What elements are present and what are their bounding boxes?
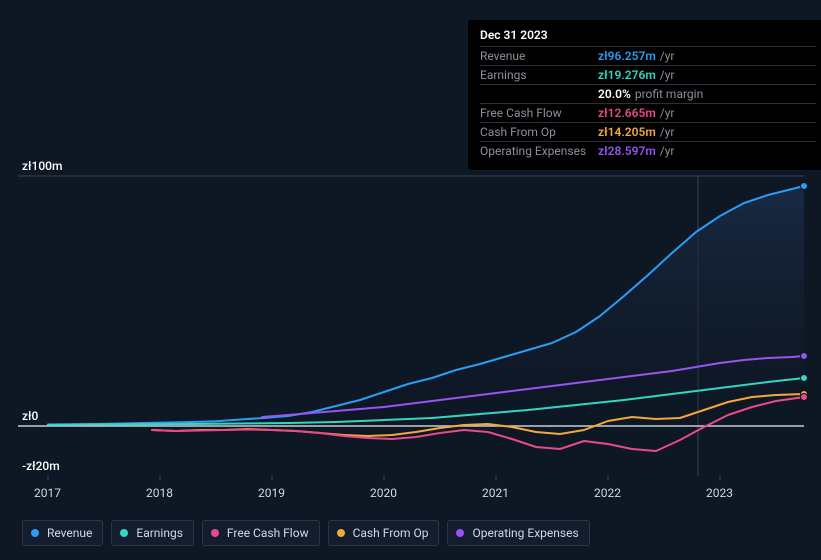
- legend-label: Operating Expenses: [472, 526, 578, 540]
- chart-legend: Revenue Earnings Free Cash Flow Cash From O…: [22, 520, 590, 546]
- legend-label: Free Cash Flow: [227, 526, 309, 540]
- tooltip-row-label: Revenue: [480, 49, 598, 63]
- legend-dot-icon: [211, 529, 219, 537]
- tooltip-row-label: Free Cash Flow: [480, 106, 598, 120]
- x-axis-label: 2020: [370, 486, 397, 500]
- tooltip-row-unit: /yr: [660, 68, 675, 82]
- tooltip-row: Free Cash Flowzł12.665m/yr: [480, 103, 816, 122]
- x-axis-label: 2021: [482, 486, 509, 500]
- tooltip-row-value: zł14.205m: [598, 125, 656, 139]
- legend-item[interactable]: Operating Expenses: [447, 520, 589, 546]
- legend-item[interactable]: Earnings: [111, 520, 194, 546]
- chart-tooltip: Dec 31 2023 Revenuezł96.257m/yrEarningsz…: [468, 20, 821, 170]
- tooltip-row-label: Cash From Op: [480, 125, 598, 139]
- tooltip-row-value: 20.0%: [598, 87, 631, 101]
- legend-dot-icon: [120, 529, 128, 537]
- legend-label: Cash From Op: [353, 526, 429, 540]
- tooltip-row-unit: /yr: [660, 125, 675, 139]
- tooltip-row-value: zł19.276m: [598, 68, 656, 82]
- x-axis-label: 2019: [258, 486, 285, 500]
- x-axis-label: 2023: [706, 486, 733, 500]
- legend-dot-icon: [456, 529, 464, 537]
- tooltip-row-unit: /yr: [660, 144, 675, 158]
- tooltip-row: Earningszł19.276m/yr: [480, 65, 816, 84]
- tooltip-row: 20.0% profit margin: [480, 84, 816, 103]
- tooltip-row: Revenuezł96.257m/yr: [480, 46, 816, 65]
- legend-label: Revenue: [47, 526, 92, 540]
- tooltip-row-label: Earnings: [480, 68, 598, 82]
- legend-dot-icon: [337, 529, 345, 537]
- tooltip-row: Operating Expenseszł28.597m/yr: [480, 141, 816, 160]
- x-axis-label: 2017: [34, 486, 61, 500]
- y-axis-label: -zł20m: [22, 459, 60, 473]
- y-axis-label: zł0: [22, 409, 38, 423]
- tooltip-row-value: zł12.665m: [598, 106, 656, 120]
- financial-chart: zł100m zł0 -zł20m 2017 2018 2019 2020 2021 2022…: [0, 0, 821, 560]
- y-axis-label: zł100m: [22, 159, 62, 173]
- x-axis-label: 2018: [146, 486, 173, 500]
- legend-item[interactable]: Revenue: [22, 520, 103, 546]
- legend-dot-icon: [31, 529, 39, 537]
- tooltip-row: Cash From Opzł14.205m/yr: [480, 122, 816, 141]
- tooltip-row-unit: profit margin: [635, 87, 703, 101]
- tooltip-date: Dec 31 2023: [480, 28, 816, 46]
- x-axis-label: 2022: [594, 486, 621, 500]
- tooltip-row-value: zł96.257m: [598, 49, 656, 63]
- legend-item[interactable]: Free Cash Flow: [202, 520, 320, 546]
- tooltip-row-unit: /yr: [660, 106, 675, 120]
- legend-label: Earnings: [136, 526, 183, 540]
- tooltip-row-unit: /yr: [660, 49, 675, 63]
- legend-item[interactable]: Cash From Op: [328, 520, 440, 546]
- tooltip-row-label: Operating Expenses: [480, 144, 598, 158]
- tooltip-row-value: zł28.597m: [598, 144, 656, 158]
